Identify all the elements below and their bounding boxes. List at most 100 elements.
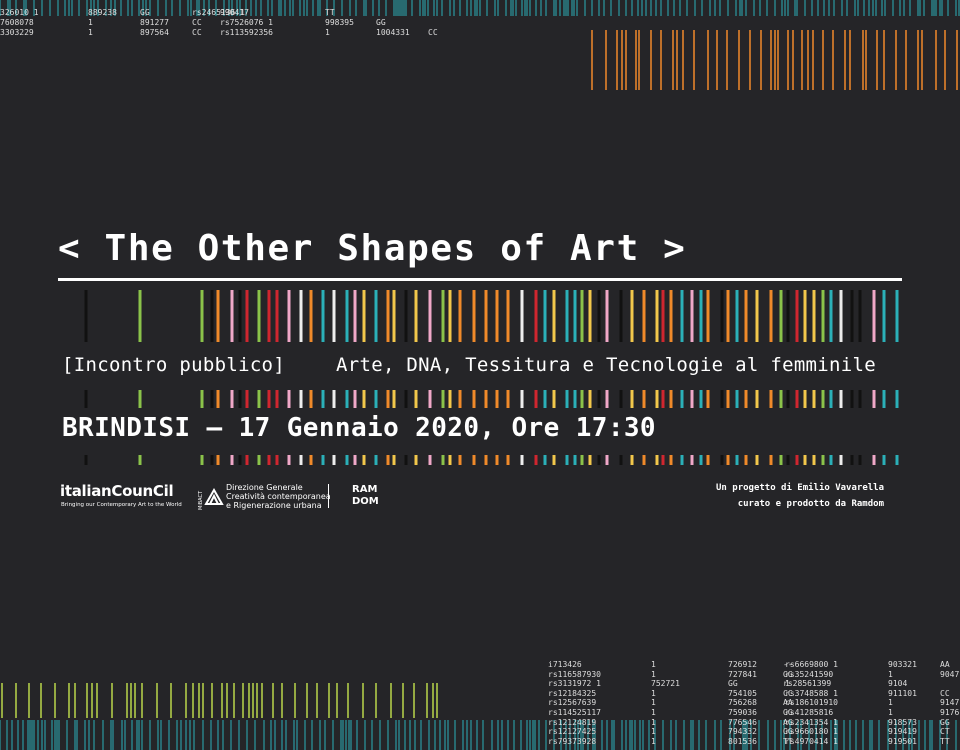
dna-cell: rs9660180 1 xyxy=(785,727,838,737)
dna-cell: 1 xyxy=(651,727,656,737)
dna-cell: 1 xyxy=(651,708,656,717)
credit: Un progetto di Emilio Vavarella xyxy=(716,483,884,493)
event-topic: Arte, DNA, Tessitura e Tecnologie al fem… xyxy=(336,354,876,376)
logo-line: Direzione Generale xyxy=(226,483,303,492)
dna-cell: 990417 xyxy=(220,8,249,17)
dna-cell: GG xyxy=(783,708,793,717)
dna-cell: rs6669800 1 xyxy=(785,660,838,669)
dna-cell: 1 xyxy=(325,28,330,37)
dna-cell: GG xyxy=(783,727,793,737)
dna-cell: 889238 xyxy=(88,8,117,17)
dna-cell: 897564 xyxy=(140,28,169,37)
dna-cell: 7608078 xyxy=(0,18,34,27)
dna-cell: rs2465136 1 xyxy=(192,8,245,17)
dna-cell: rs12567639 xyxy=(548,698,597,708)
dna-cell: CC xyxy=(192,18,202,27)
dna-cell: 1 xyxy=(785,679,790,689)
rule xyxy=(58,278,902,281)
dna-cell: 1 xyxy=(651,736,656,746)
dna-table-top: 326010 1 889238 GG rs2465136 1 990417 TT 76080… xyxy=(0,0,480,40)
dna-cell: rs7526076 1 xyxy=(220,18,273,27)
dna-cell: 754105 xyxy=(728,688,757,698)
dna-cell: 998395 xyxy=(325,18,354,27)
logo-name: italianCounCil xyxy=(60,482,174,500)
dna-cell: TT xyxy=(940,736,950,746)
dna-table-bottom: i713426 1 726912 -- rs6669800 1 903321 AA rs116… xyxy=(548,660,960,750)
dna-cell: GG xyxy=(140,8,150,17)
dna-cell: -- xyxy=(783,660,793,669)
dna-cell: rs35241590 xyxy=(785,669,834,679)
dna-cell: 326010 1 xyxy=(0,8,39,17)
logo-line: Creatività contemporanea xyxy=(226,492,331,501)
dna-cell: 1 xyxy=(88,28,93,37)
title: < The Other Shapes of Art > xyxy=(58,228,687,269)
dna-cell: 752721 xyxy=(651,679,680,689)
dna-cell: 726912 xyxy=(728,660,757,669)
dna-cell: GG xyxy=(940,717,950,727)
dna-cell: rs3131972 1 xyxy=(548,679,601,689)
dna-cell: 891277 xyxy=(140,18,169,27)
dna-cell: rs186101910 xyxy=(785,698,838,708)
dna-cell: CC xyxy=(428,28,438,37)
dna-cell: rs3748588 1 xyxy=(785,688,838,698)
dna-cell: 801536 xyxy=(728,736,757,746)
dna-cell: AG xyxy=(783,717,793,727)
dna-cell: rs2341354 1 xyxy=(785,717,838,727)
dna-cell: 1 xyxy=(888,698,893,708)
dna-cell: AA xyxy=(783,698,793,708)
dna-cell: 919419 xyxy=(888,727,917,737)
mibact-icon xyxy=(204,488,224,505)
dna-cell: 1 xyxy=(651,669,656,679)
dna-cell: rs12127425 xyxy=(548,727,597,737)
credit: curato e prodotto da Ramdom xyxy=(737,499,884,509)
dna-cell: rs113592356 xyxy=(220,28,273,37)
dna-cell: rs114525117 xyxy=(548,708,601,717)
dna-cell: GG xyxy=(783,669,793,679)
dna-cell: 9047 xyxy=(940,669,960,679)
dna-cell: CC xyxy=(783,688,793,698)
dna-cell: 776546 xyxy=(728,717,757,727)
dna-cell: TT xyxy=(783,736,793,746)
dna-cell: 1 xyxy=(651,698,656,708)
dna-cell: rs79373928 xyxy=(548,736,597,746)
logo-line: RAM xyxy=(352,484,378,495)
dna-cell: i713426 xyxy=(548,660,582,669)
dna-cell: 911101 xyxy=(888,688,917,698)
dna-cell: 1 xyxy=(651,660,656,669)
dna-cell: 9176 xyxy=(940,708,960,717)
dna-cell: rs116587930 xyxy=(548,669,601,679)
dna-cell: 1 xyxy=(651,717,656,727)
dna-cell: 918573 xyxy=(888,717,917,727)
dna-cell: rs12124819 xyxy=(548,717,597,727)
dna-cell: 919501 xyxy=(888,736,917,746)
dna-cell: rs12184325 xyxy=(548,688,597,698)
event-kind: [Incontro pubblico] xyxy=(62,354,286,376)
dna-cell: 1 xyxy=(88,18,93,27)
dna-cell: 1 xyxy=(888,669,893,679)
dna-cell: CC xyxy=(940,688,950,698)
dna-cell: rs41285816 xyxy=(785,708,834,717)
logo-line: DOM xyxy=(352,496,379,507)
event-when: BRINDISI — 17 Gennaio 2020, Ore 17:30 xyxy=(62,413,656,443)
dna-cell: TT xyxy=(325,8,335,17)
dna-cell: 9104 xyxy=(888,679,908,689)
dna-cell: CT xyxy=(940,727,950,737)
dna-cell: GG xyxy=(376,18,386,27)
dna-cell: GG xyxy=(728,679,738,689)
logo-line: e Rigenerazione urbana xyxy=(226,501,322,510)
separator xyxy=(328,484,329,508)
logo-mark: MiBACT xyxy=(198,490,204,510)
dna-cell: 727841 xyxy=(728,669,757,679)
dna-cell: 3303229 xyxy=(0,28,34,37)
dna-cell: 1 xyxy=(888,708,893,717)
dna-cell: 1004331 xyxy=(376,28,410,37)
logo-tagline: Bringing our Contemporary Art to the Wor… xyxy=(61,502,182,508)
dna-cell: 903321 xyxy=(888,660,917,669)
dna-cell: 756268 xyxy=(728,698,757,708)
dna-cell: 759036 xyxy=(728,708,757,717)
dna-cell: 794332 xyxy=(728,727,757,737)
dna-cell: 1 xyxy=(651,688,656,698)
dna-cell: rs4970414 1 xyxy=(785,736,838,746)
